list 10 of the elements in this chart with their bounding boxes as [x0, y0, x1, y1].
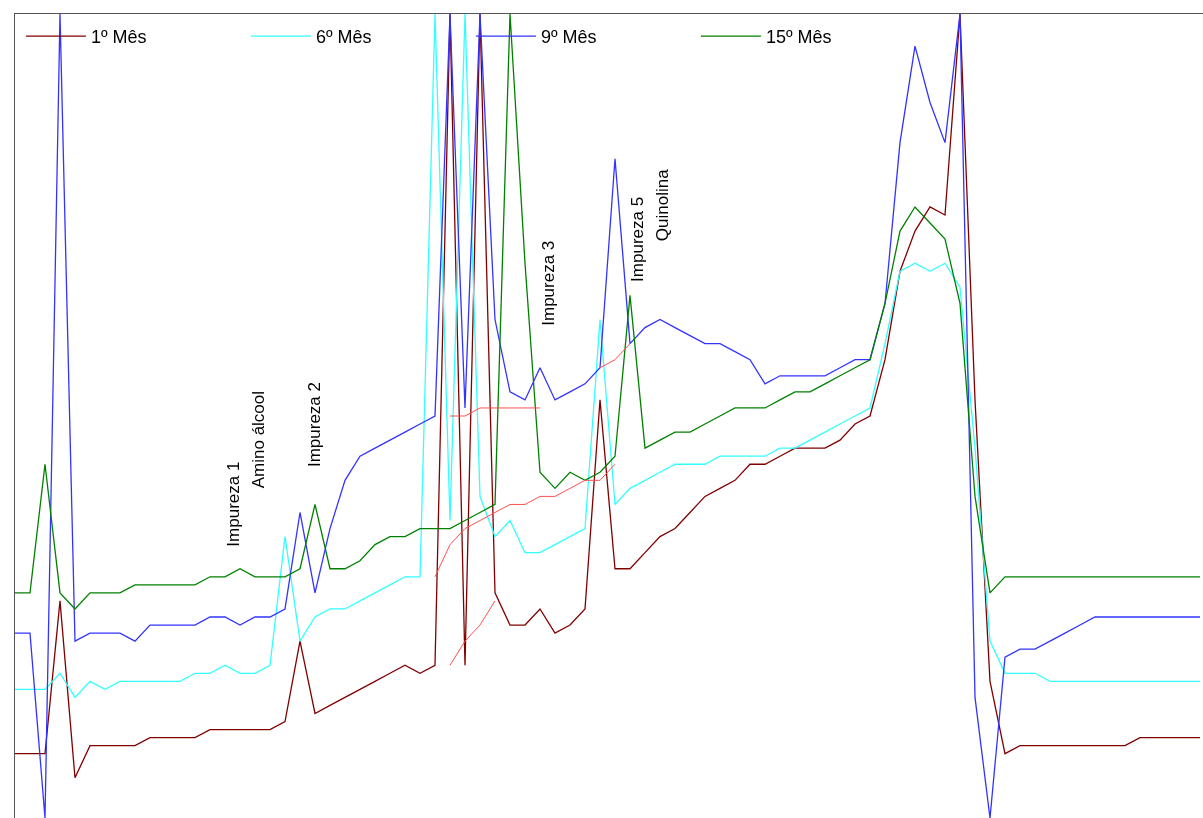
annotation: Impureza 3 — [539, 240, 559, 326]
annotation: Impureza 1 — [223, 461, 243, 547]
annotation: Impureza 2 — [304, 381, 324, 468]
annotation: Impureza 5 — [628, 196, 648, 282]
annotation: Amino álcool — [249, 390, 269, 489]
legend-label: 9º Mês — [540, 27, 597, 48]
annotation: Quinolina — [652, 168, 672, 242]
legend-label: 6º Mês — [315, 27, 372, 48]
legend-label: 1º Mês — [90, 27, 147, 48]
legend-label: 15º Mês — [765, 27, 832, 48]
